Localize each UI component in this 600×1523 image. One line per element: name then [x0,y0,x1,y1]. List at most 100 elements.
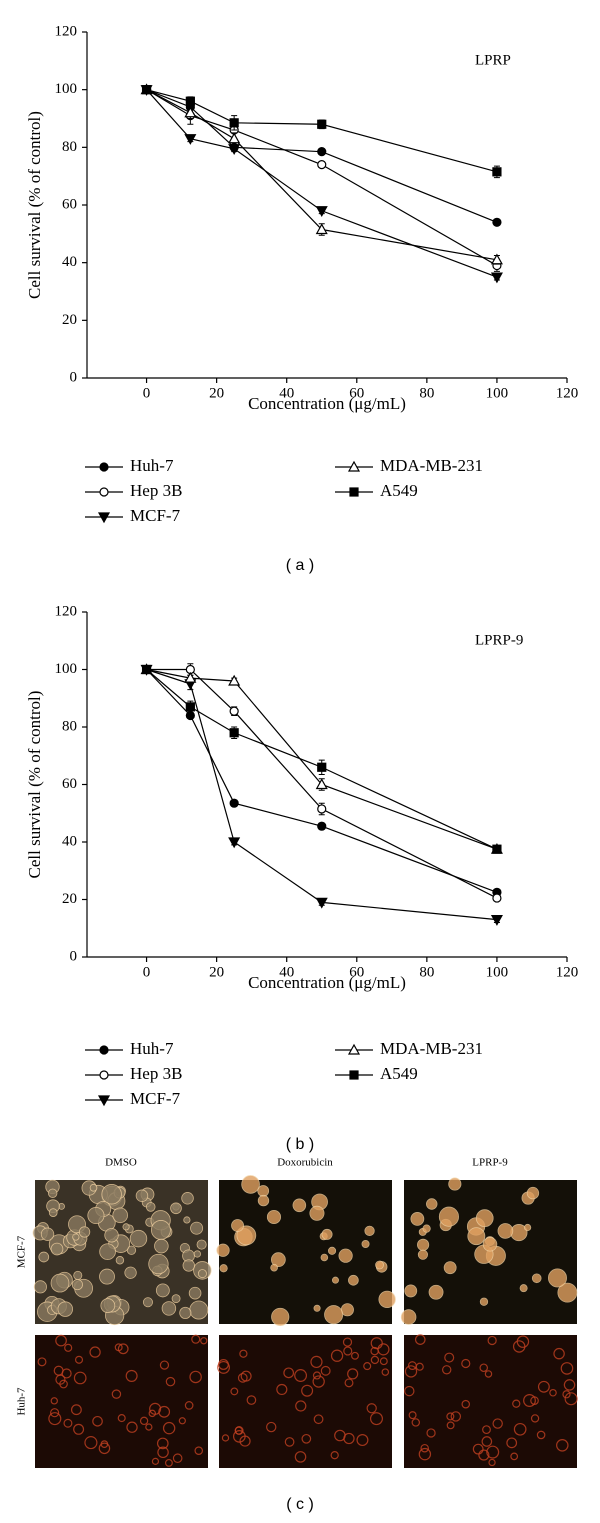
cell [426,1198,438,1210]
cell [104,1228,119,1243]
cell [98,1442,111,1455]
cell [158,1405,171,1418]
marker [315,778,328,790]
cell [351,1351,359,1360]
cell [563,1379,576,1391]
cell [148,1253,169,1275]
cell [428,1284,444,1300]
legend-marker [99,487,109,497]
cell [178,1417,186,1425]
cell [200,1337,208,1345]
cell [189,1370,202,1384]
cell [234,1426,244,1435]
cell [461,1399,471,1409]
cell [418,1447,432,1461]
cell [331,1276,339,1284]
cell [312,1375,325,1388]
cell [441,1365,452,1375]
cell [537,1380,550,1393]
cell [181,1192,194,1205]
marker [317,147,327,157]
marker [141,664,152,675]
cell [479,1363,489,1373]
cell [334,1429,346,1442]
x-tick-label: 0 [143,964,151,980]
legend-marker [97,1095,111,1107]
cell [294,1369,308,1382]
row-label: MCF-7 [16,1235,28,1268]
marker [490,272,503,284]
panel-label: ( b ) [286,1136,314,1153]
cell [438,1206,459,1227]
cell [330,1451,339,1460]
marker [317,762,327,772]
cell [217,1360,231,1374]
x-tick-label: 80 [419,385,434,401]
marker [229,706,239,716]
cell [482,1237,498,1252]
cell [197,1269,207,1279]
cell [343,1346,353,1356]
cell [40,1227,55,1241]
series-line [146,668,497,921]
cell [361,1240,370,1249]
cell [342,1337,353,1347]
cell [55,1374,66,1385]
cell [370,1355,380,1365]
cell [417,1238,430,1251]
column-label: LPRP-9 [472,1157,508,1169]
cell [410,1212,425,1226]
cell [33,1280,47,1294]
cell [232,1430,246,1443]
cell [378,1290,396,1309]
cell [38,1251,50,1263]
cell [183,1216,191,1224]
cell [523,1394,536,1407]
marker [492,844,502,854]
cell [562,1390,571,1399]
cell [59,1379,68,1389]
cell [48,1412,62,1426]
cell [50,1408,60,1418]
cell [292,1198,307,1213]
y-tick-label: 100 [55,661,78,677]
cell [338,1248,353,1263]
cell [246,1395,257,1405]
cell [239,1349,248,1358]
cell [84,1436,98,1450]
cell [381,1368,390,1376]
cell [99,1268,115,1285]
annotation: LPRP-9 [475,632,523,648]
cell [310,1355,323,1369]
cell [115,1256,125,1265]
cell [356,1434,369,1447]
y-tick-label: 60 [62,776,77,792]
column-label: DMSO [105,1157,137,1169]
cell [101,1184,122,1205]
cell [557,1282,578,1303]
cell [492,1418,503,1429]
cell [71,1279,83,1291]
cell [74,1355,84,1364]
cell [404,1284,418,1298]
cell [479,1297,489,1306]
cell [122,1223,130,1231]
cell [320,1253,329,1262]
panel-label: ( c ) [286,1496,314,1513]
cell [47,1188,58,1199]
cell [295,1400,307,1412]
legend-marker [99,1045,109,1055]
cell [72,1233,80,1241]
cell [512,1399,521,1408]
cell [50,1397,58,1405]
cell [124,1266,137,1279]
cell [92,1415,103,1427]
marker [228,837,241,849]
marker [492,893,502,903]
cell [194,1446,204,1455]
y-tick-label: 40 [62,833,77,849]
cell [221,1434,230,1442]
cell [188,1286,202,1300]
series-line [146,89,498,173]
cell [73,1270,83,1280]
